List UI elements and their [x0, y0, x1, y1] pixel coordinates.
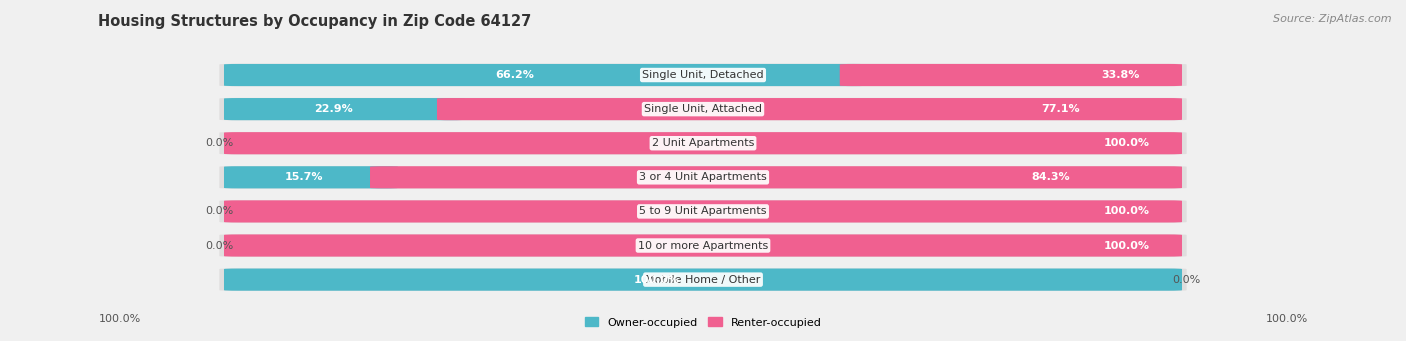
- FancyBboxPatch shape: [224, 166, 398, 188]
- Text: 10 or more Apartments: 10 or more Apartments: [638, 240, 768, 251]
- FancyBboxPatch shape: [839, 64, 1182, 86]
- Legend: Owner-occupied, Renter-occupied: Owner-occupied, Renter-occupied: [581, 313, 825, 332]
- Text: 0.0%: 0.0%: [1173, 275, 1201, 285]
- Text: 15.7%: 15.7%: [284, 172, 323, 182]
- Text: Single Unit, Detached: Single Unit, Detached: [643, 70, 763, 80]
- Text: Single Unit, Attached: Single Unit, Attached: [644, 104, 762, 114]
- FancyBboxPatch shape: [224, 64, 868, 86]
- Text: 100.0%: 100.0%: [1265, 314, 1308, 324]
- Text: 100.0%: 100.0%: [1104, 206, 1150, 217]
- FancyBboxPatch shape: [370, 166, 1182, 188]
- Text: 100.0%: 100.0%: [634, 275, 679, 285]
- Text: 100.0%: 100.0%: [1104, 138, 1150, 148]
- FancyBboxPatch shape: [219, 234, 1187, 257]
- Text: 0.0%: 0.0%: [205, 206, 233, 217]
- FancyBboxPatch shape: [219, 98, 1187, 120]
- FancyBboxPatch shape: [224, 269, 1182, 291]
- Text: 22.9%: 22.9%: [315, 104, 353, 114]
- FancyBboxPatch shape: [224, 98, 465, 120]
- Text: Source: ZipAtlas.com: Source: ZipAtlas.com: [1274, 14, 1392, 24]
- FancyBboxPatch shape: [224, 235, 1182, 257]
- FancyBboxPatch shape: [219, 200, 1187, 223]
- FancyBboxPatch shape: [219, 166, 1187, 189]
- Text: 66.2%: 66.2%: [495, 70, 534, 80]
- Text: 0.0%: 0.0%: [205, 240, 233, 251]
- Text: 84.3%: 84.3%: [1031, 172, 1070, 182]
- Text: 2 Unit Apartments: 2 Unit Apartments: [652, 138, 754, 148]
- Text: 33.8%: 33.8%: [1102, 70, 1140, 80]
- FancyBboxPatch shape: [224, 132, 1182, 154]
- FancyBboxPatch shape: [219, 132, 1187, 154]
- Text: Mobile Home / Other: Mobile Home / Other: [645, 275, 761, 285]
- Text: 77.1%: 77.1%: [1042, 104, 1080, 114]
- FancyBboxPatch shape: [219, 268, 1187, 291]
- FancyBboxPatch shape: [224, 200, 1182, 222]
- Text: 100.0%: 100.0%: [98, 314, 141, 324]
- Text: Housing Structures by Occupancy in Zip Code 64127: Housing Structures by Occupancy in Zip C…: [98, 14, 531, 29]
- Text: 0.0%: 0.0%: [205, 138, 233, 148]
- FancyBboxPatch shape: [219, 64, 1187, 86]
- Text: 3 or 4 Unit Apartments: 3 or 4 Unit Apartments: [640, 172, 766, 182]
- Text: 100.0%: 100.0%: [1104, 240, 1150, 251]
- FancyBboxPatch shape: [437, 98, 1182, 120]
- Text: 5 to 9 Unit Apartments: 5 to 9 Unit Apartments: [640, 206, 766, 217]
